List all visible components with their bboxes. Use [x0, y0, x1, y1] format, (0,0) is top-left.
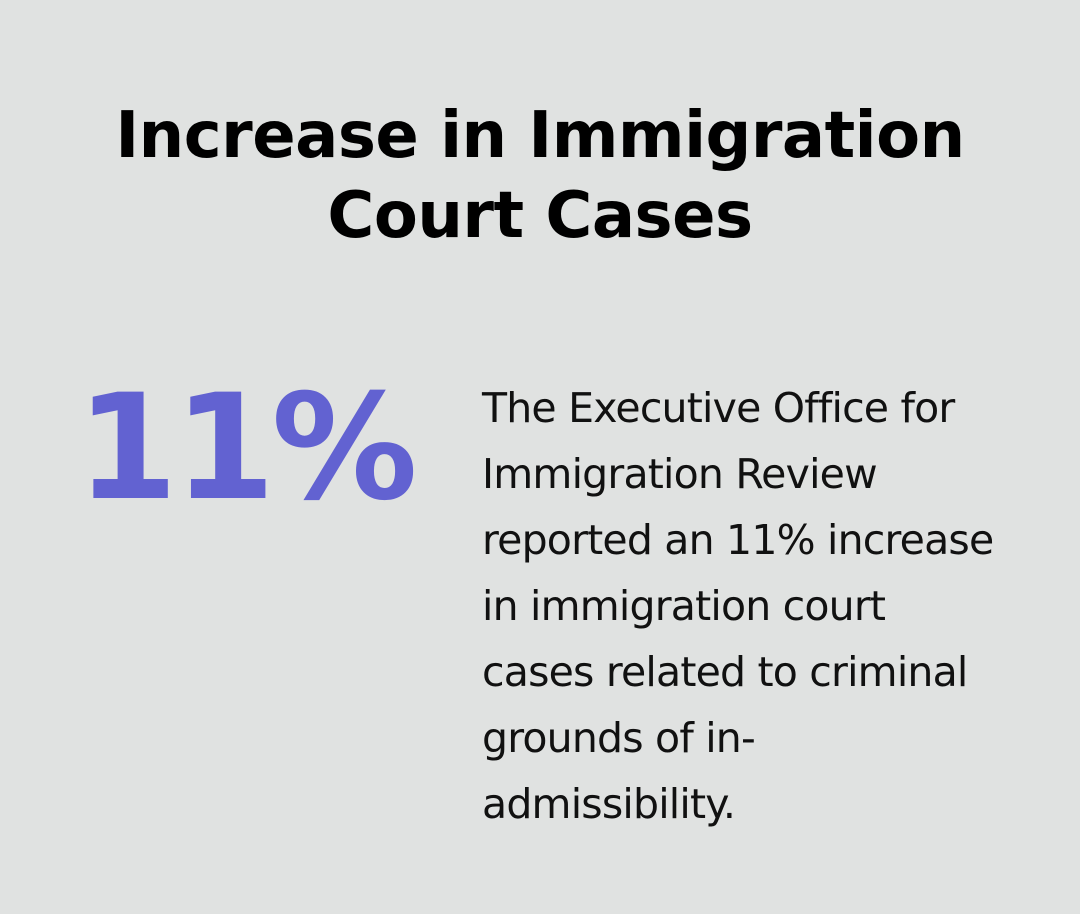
statistic-value: 11%	[76, 363, 417, 533]
card-title: Increase in Immigration Court Cases	[115, 99, 965, 253]
statistic-description: The Executive Office for Immigration Rev…	[482, 384, 994, 828]
